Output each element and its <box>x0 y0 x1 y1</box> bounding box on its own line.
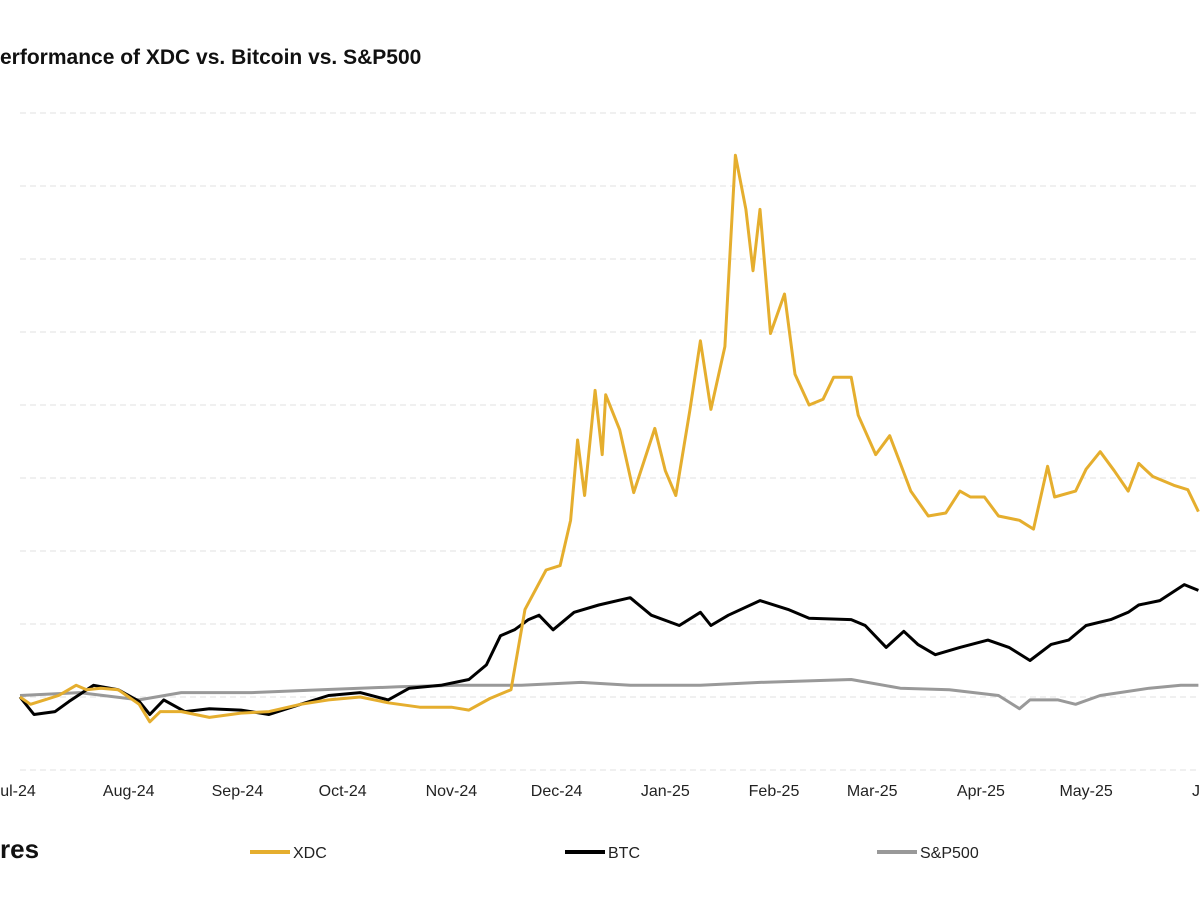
x-tick-label: Apr-25 <box>957 783 1005 800</box>
grid <box>20 112 1200 771</box>
x-axis: ul-24 Aug-24 Sep-24 Oct-24 Nov-24 Dec-24 Jan-2… <box>0 783 1200 800</box>
legend-label: BTC <box>608 845 640 862</box>
x-tick-label: May-25 <box>1059 783 1112 800</box>
brand-logo: res <box>0 834 39 864</box>
series-line-sp500 <box>19 678 1199 711</box>
legend-item-xdc: XDC <box>250 845 327 862</box>
series-line-xdc <box>19 153 1200 724</box>
legend-item-btc: BTC <box>565 845 640 862</box>
x-tick-label: Oct-24 <box>319 783 367 800</box>
legend-label: S&P500 <box>920 845 979 862</box>
x-tick-label: J <box>1192 783 1200 800</box>
x-tick-label: Dec-24 <box>531 783 583 800</box>
chart-title: erformance of XDC vs. Bitcoin vs. S&P500 <box>0 46 421 69</box>
x-tick-label: Mar-25 <box>847 783 898 800</box>
legend: XDC BTC S&P500 <box>250 845 979 862</box>
x-tick-label: Nov-24 <box>426 783 478 800</box>
legend-label: XDC <box>293 845 327 862</box>
series-line-btc <box>18 583 1199 716</box>
series-lines <box>18 153 1200 724</box>
x-tick-label: Sep-24 <box>212 783 264 800</box>
x-tick-label: Jan-25 <box>641 783 690 800</box>
x-tick-label: Aug-24 <box>103 783 155 800</box>
legend-item-sp500: S&P500 <box>877 845 979 862</box>
x-tick-label: ul-24 <box>0 783 36 800</box>
x-tick-label: Feb-25 <box>749 783 800 800</box>
